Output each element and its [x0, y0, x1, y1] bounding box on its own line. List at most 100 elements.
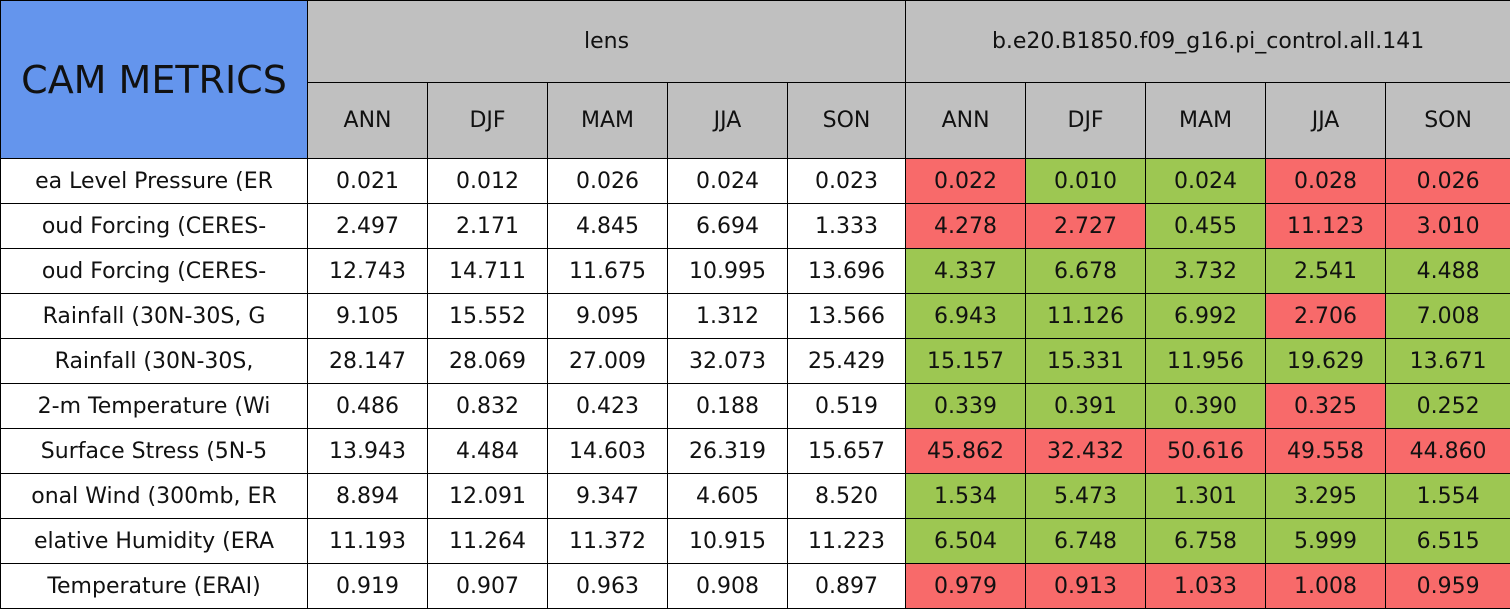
- group-header: lens: [306, 0, 907, 83]
- value-cell-text: 13.943: [329, 438, 406, 464]
- column-header: ANN: [307, 82, 428, 159]
- value-cell-text: 4.337: [934, 258, 998, 284]
- value-cell-text: 0.010: [1054, 168, 1118, 194]
- value-cell: 0.010: [1025, 158, 1147, 204]
- value-cell: 0.021: [307, 158, 428, 204]
- row-label-text: Rainfall (30N-30S, G: [42, 303, 266, 329]
- value-cell-text: 11.123: [1287, 213, 1365, 239]
- value-cell-text: 0.024: [1174, 168, 1238, 194]
- value-cell: 28.147: [307, 338, 428, 384]
- value-cell: 14.711: [427, 248, 548, 294]
- column-header-text: ANN: [343, 108, 392, 133]
- value-cell: 32.432: [1025, 428, 1147, 474]
- value-cell-text: 4.845: [576, 213, 639, 239]
- value-cell: 1.333: [786, 203, 907, 249]
- column-header-text: SON: [822, 108, 871, 133]
- value-cell: 1.301: [1145, 473, 1267, 519]
- value-cell-text: 9.105: [336, 303, 399, 329]
- value-cell-text: 28.147: [329, 348, 406, 374]
- value-cell: 27.009: [547, 338, 668, 384]
- value-cell: 8.894: [307, 473, 428, 519]
- value-cell-text: 32.073: [689, 348, 766, 374]
- column-header-text: ANN: [941, 108, 990, 133]
- group-header-text: b.e20.B1850.f09_g16.pi_control.all.141: [991, 29, 1425, 54]
- value-cell: 0.919: [307, 563, 428, 609]
- value-cell: 0.026: [547, 158, 668, 204]
- value-cell-text: 6.758: [1174, 528, 1238, 554]
- value-cell-text: 0.390: [1174, 393, 1238, 419]
- value-cell: 13.943: [307, 428, 428, 474]
- row-label-text: oud Forcing (CERES-: [41, 213, 267, 239]
- value-cell: 0.907: [427, 563, 548, 609]
- value-cell: 0.423: [547, 383, 668, 429]
- value-cell-text: 0.959: [1416, 573, 1480, 599]
- column-header: MAM: [547, 82, 668, 159]
- value-cell-text: 0.026: [1416, 168, 1480, 194]
- value-cell: 9.347: [547, 473, 668, 519]
- row-label-text: ea Level Pressure (ER: [35, 168, 273, 194]
- value-cell: 15.331: [1025, 338, 1147, 384]
- row-label-text: Temperature (ERAI): [47, 573, 261, 599]
- value-cell: 9.105: [307, 293, 428, 339]
- value-cell-text: 0.325: [1294, 393, 1358, 419]
- column-header: MAM: [1145, 82, 1267, 159]
- value-cell-text: 1.301: [1174, 483, 1238, 509]
- value-cell: 11.372: [547, 518, 668, 564]
- value-cell-text: 4.278: [934, 213, 998, 239]
- row-label: Surface Stress (5N-5: [0, 428, 308, 474]
- value-cell-text: 0.026: [576, 168, 639, 194]
- value-cell-text: 0.913: [1054, 573, 1118, 599]
- value-cell-text: 2.497: [336, 213, 399, 239]
- column-header-text: MAM: [580, 108, 634, 133]
- value-cell-text: 6.694: [696, 213, 759, 239]
- value-cell: 6.943: [905, 293, 1027, 339]
- value-cell: 50.616: [1145, 428, 1267, 474]
- value-cell-text: 8.894: [336, 483, 399, 509]
- value-cell: 0.390: [1145, 383, 1267, 429]
- row-label-text: oud Forcing (CERES-: [41, 258, 267, 284]
- value-cell: 0.486: [307, 383, 428, 429]
- value-cell: 3.295: [1265, 473, 1387, 519]
- value-cell: 4.337: [905, 248, 1027, 294]
- value-cell-text: 0.963: [576, 573, 639, 599]
- value-cell: 25.429: [786, 338, 907, 384]
- row-label: oud Forcing (CERES-: [0, 203, 308, 249]
- value-cell-text: 12.743: [329, 258, 406, 284]
- value-cell-text: 2.171: [456, 213, 519, 239]
- value-cell-text: 10.995: [689, 258, 766, 284]
- value-cell-text: 12.091: [449, 483, 526, 509]
- value-cell: 1.008: [1265, 563, 1387, 609]
- value-cell-text: 0.919: [336, 573, 399, 599]
- row-label: Temperature (ERAI): [0, 563, 308, 609]
- value-cell: 10.995: [667, 248, 788, 294]
- group-header-text: lens: [583, 29, 630, 54]
- value-cell: 6.992: [1145, 293, 1267, 339]
- value-cell-text: 3.295: [1294, 483, 1358, 509]
- value-cell: 4.845: [547, 203, 668, 249]
- value-cell-text: 6.992: [1174, 303, 1238, 329]
- value-cell: 6.504: [905, 518, 1027, 564]
- value-cell: 0.832: [427, 383, 548, 429]
- value-cell: 12.091: [427, 473, 548, 519]
- value-cell: 8.520: [786, 473, 907, 519]
- value-cell: 11.675: [547, 248, 668, 294]
- row-label-text: elative Humidity (ERA: [33, 528, 275, 554]
- value-cell-text: 45.862: [927, 438, 1005, 464]
- value-cell-text: 49.558: [1287, 438, 1365, 464]
- value-cell: 4.605: [667, 473, 788, 519]
- column-header-text: MAM: [1179, 108, 1233, 133]
- column-header: SON: [1385, 82, 1510, 159]
- value-cell-text: 0.907: [456, 573, 519, 599]
- value-cell: 2.706: [1265, 293, 1387, 339]
- column-header: DJF: [427, 82, 548, 159]
- value-cell-text: 15.331: [1047, 348, 1125, 374]
- value-cell: 12.743: [307, 248, 428, 294]
- value-cell: 0.979: [905, 563, 1027, 609]
- value-cell: 2.171: [427, 203, 548, 249]
- row-label-text: 2-m Temperature (Wi: [37, 393, 271, 419]
- value-cell: 14.603: [547, 428, 668, 474]
- value-cell-text: 6.504: [934, 528, 998, 554]
- value-cell: 0.252: [1385, 383, 1510, 429]
- column-header-text: JJA: [713, 108, 742, 133]
